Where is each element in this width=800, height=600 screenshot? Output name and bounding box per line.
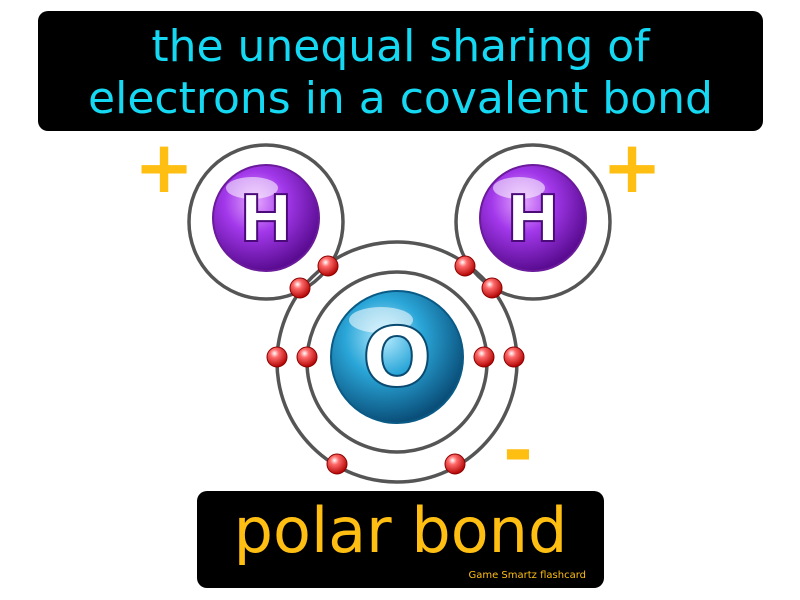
electrons [266, 255, 525, 475]
electron [317, 255, 339, 277]
electron [444, 453, 466, 475]
hydrogen-left-shell [187, 143, 345, 301]
electron [289, 277, 311, 299]
electron [481, 277, 503, 299]
oxygen-atom: O [330, 290, 464, 424]
charge-plus-right: + [602, 125, 662, 209]
hydrogen-left-symbol: H [239, 183, 293, 257]
electron [503, 346, 525, 368]
oxygen-symbol: O [362, 311, 432, 406]
definition-line-2: electrons in a covalent bond [88, 73, 713, 124]
definition-box: the unequal sharing of electrons in a co… [38, 11, 763, 131]
definition-line-1: the unequal sharing of [151, 21, 650, 72]
hydrogen-left-atom: H [212, 164, 320, 272]
electron [326, 453, 348, 475]
term-box: polar bond Game Smartz flashcard [197, 491, 604, 588]
hydrogen-right-atom: H [479, 164, 587, 272]
electron [296, 346, 318, 368]
hydrogen-right-shell [454, 143, 612, 301]
term-title: polar bond [233, 494, 568, 567]
electron [473, 346, 495, 368]
charge-plus-left: + [134, 125, 194, 209]
electron [454, 255, 476, 277]
charge-minus-oxygen: - [503, 408, 533, 492]
electron [266, 346, 288, 368]
hydrogen-right-symbol: H [506, 183, 560, 257]
credit-label: Game Smartz flashcard [468, 570, 586, 581]
